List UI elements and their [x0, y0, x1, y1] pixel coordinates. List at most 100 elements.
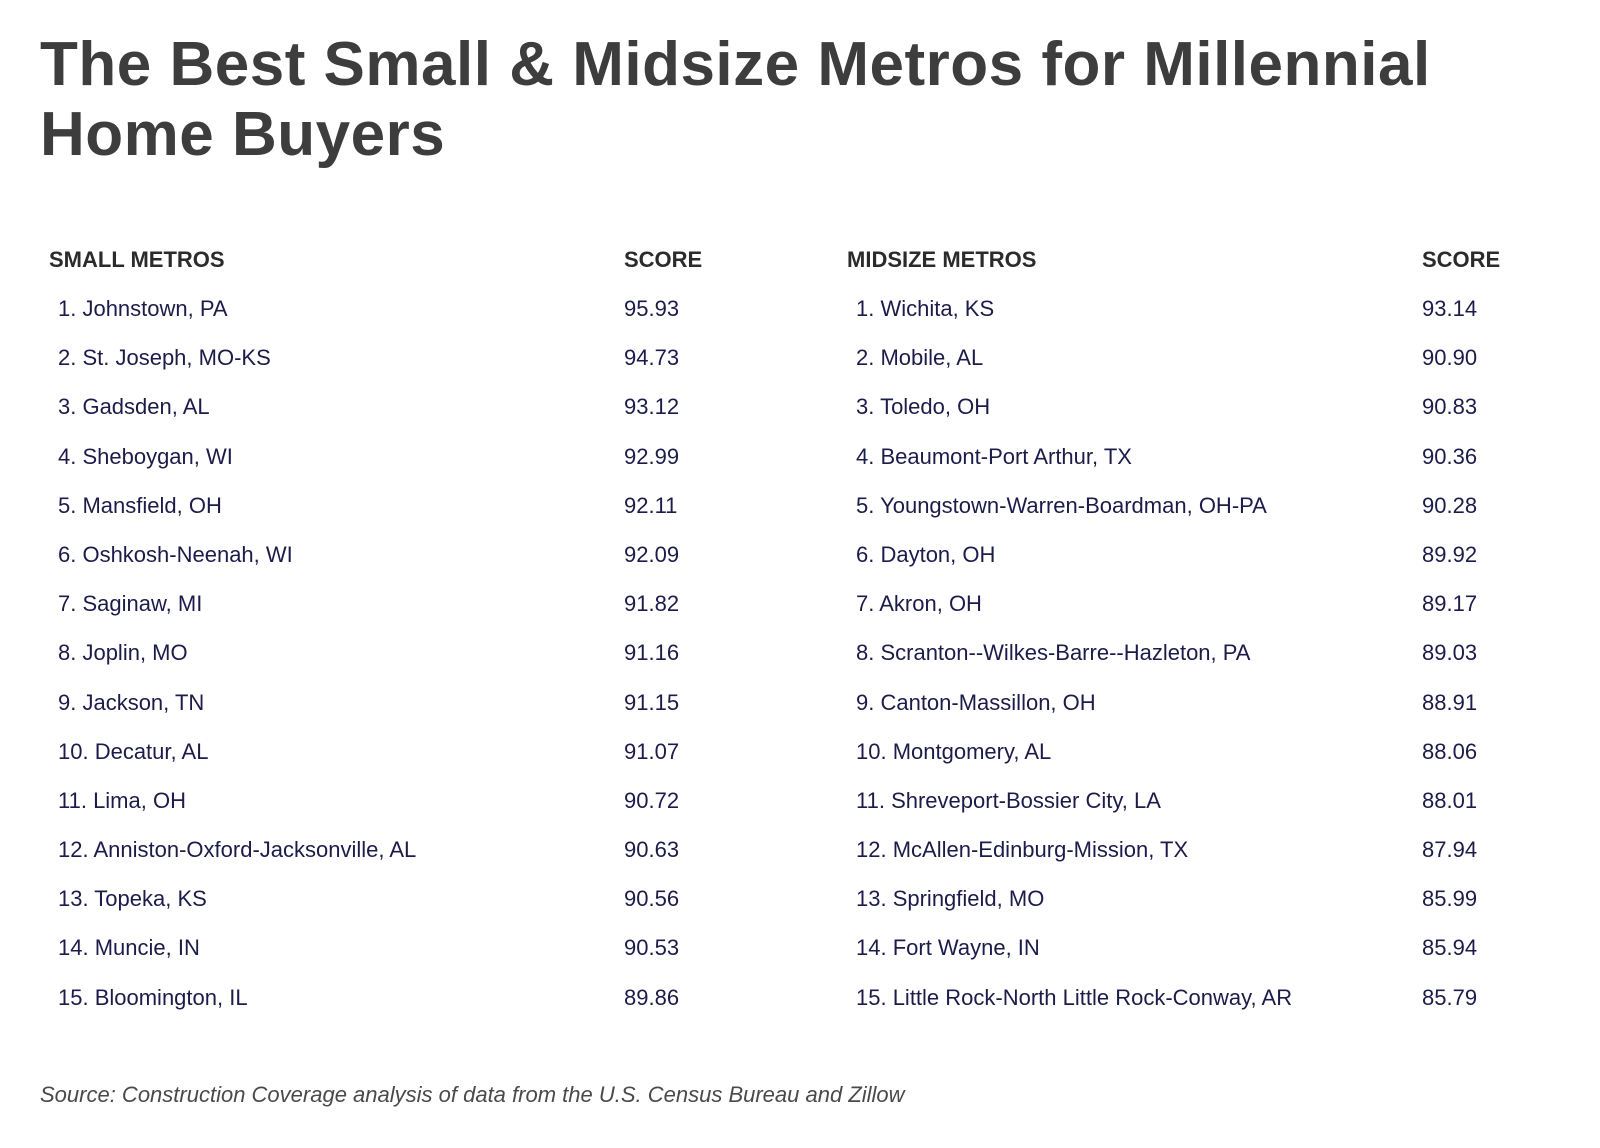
- table-row: 3. Toledo, OH 90.83: [847, 392, 1547, 441]
- metro-name: 2. Mobile, AL: [856, 345, 984, 371]
- table-row: 11. Lima, OH 90.72: [49, 786, 749, 835]
- metro-score: 88.06: [1422, 738, 1478, 764]
- table-row: 1. Johnstown, PA 95.93: [49, 294, 749, 343]
- metro-name: 4. Beaumont-Port Arthur, TX: [856, 443, 1132, 469]
- column-header-name: SMALL METROS: [49, 247, 225, 272]
- metro-name: 2. St. Joseph, MO-KS: [58, 345, 271, 371]
- metro-score: 90.28: [1422, 492, 1478, 518]
- metro-name: 14. Fort Wayne, IN: [856, 935, 1040, 961]
- metro-score: 92.99: [624, 443, 680, 469]
- metro-score: 90.90: [1422, 345, 1478, 371]
- small-metros-table: SMALL METROS SCORE 1. Johnstown, PA 95.93…: [49, 245, 749, 1032]
- table-row: 13. Topeka, KS 90.56: [49, 884, 749, 933]
- metro-name: 1. Wichita, KS: [856, 296, 995, 321]
- source-note: Source: Construction Coverage analysis o…: [40, 1082, 905, 1107]
- table-row: 15. Little Rock-North Little Rock-Conway…: [847, 983, 1547, 1032]
- metro-score: 95.93: [624, 296, 680, 321]
- metro-score: 90.53: [624, 935, 680, 961]
- table-row: 4. Beaumont-Port Arthur, TX 90.36: [847, 442, 1547, 491]
- metro-name: 8. Scranton--Wilkes-Barre--Hazleton, PA: [856, 640, 1251, 666]
- metro-name: 9. Canton-Massillon, OH: [856, 689, 1096, 715]
- metro-score: 90.83: [1422, 394, 1478, 420]
- metro-name: 13. Springfield, MO: [856, 886, 1045, 912]
- metro-name: 7. Akron, OH: [856, 591, 982, 617]
- metro-name: 15. Little Rock-North Little Rock-Conway…: [856, 984, 1293, 1010]
- metro-score: 90.36: [1422, 443, 1478, 469]
- metro-name: 11. Lima, OH: [58, 787, 186, 813]
- table-row: 2. Mobile, AL 90.90: [847, 343, 1547, 392]
- table-row: 5. Mansfield, OH 92.11: [49, 491, 749, 540]
- table-row: 13. Springfield, MO 85.99: [847, 884, 1547, 933]
- table-row: 10. Montgomery, AL 88.06: [847, 737, 1547, 786]
- metro-score: 89.92: [1422, 541, 1478, 567]
- table-row: 14. Muncie, IN 90.53: [49, 933, 749, 982]
- metro-name: 11. Shreveport-Bossier City, LA: [856, 787, 1161, 813]
- metro-name: 12. Anniston-Oxford-Jacksonville, AL: [58, 837, 417, 863]
- table-row: 12. Anniston-Oxford-Jacksonville, AL 90.6…: [49, 835, 749, 884]
- table-row: 11. Shreveport-Bossier City, LA 88.01: [847, 786, 1547, 835]
- column-header-score: SCORE: [624, 247, 703, 272]
- metro-name: 9. Jackson, TN: [58, 689, 205, 715]
- table-row: 7. Saginaw, MI 91.82: [49, 589, 749, 638]
- table-row: 8. Scranton--Wilkes-Barre--Hazleton, PA 8…: [847, 638, 1547, 687]
- metro-score: 89.03: [1422, 640, 1478, 666]
- metro-score: 90.56: [624, 886, 680, 912]
- table-row: 4. Sheboygan, WI 92.99: [49, 442, 749, 491]
- metro-score: 85.94: [1422, 935, 1478, 961]
- table-row: 5. Youngstown-Warren-Boardman, OH-PA 90.2…: [847, 491, 1547, 540]
- table-row: 14. Fort Wayne, IN 85.94: [847, 933, 1547, 982]
- metro-score: 94.73: [624, 345, 680, 371]
- small-metros-rows: 1. Johnstown, PA 95.93 2. St. Joseph, MO-K…: [49, 294, 749, 1032]
- metro-score: 87.94: [1422, 837, 1478, 863]
- table-header-row: SMALL METROS SCORE: [49, 245, 749, 275]
- metro-name: 10. Montgomery, AL: [856, 738, 1052, 764]
- table-row: 9. Canton-Massillon, OH 88.91: [847, 688, 1547, 737]
- metro-score: 91.16: [624, 640, 680, 666]
- metro-name: 4. Sheboygan, WI: [58, 443, 233, 469]
- metro-score: 92.09: [624, 541, 680, 567]
- metro-score: 91.07: [624, 738, 680, 764]
- metro-name: 6. Dayton, OH: [856, 541, 996, 567]
- metro-name: 13. Topeka, KS: [58, 886, 207, 912]
- metro-score: 90.72: [624, 787, 680, 813]
- metro-score: 91.15: [624, 689, 680, 715]
- column-header-score: SCORE: [1422, 247, 1501, 272]
- table-header-row: MIDSIZE METROS SCORE: [847, 245, 1547, 275]
- table-row: 3. Gadsden, AL 93.12: [49, 392, 749, 441]
- page-title: The Best Small & Midsize Metros for Mill…: [40, 30, 1431, 169]
- metro-score: 85.79: [1422, 984, 1478, 1010]
- table-row: 1. Wichita, KS 93.14: [847, 294, 1547, 343]
- metro-score: 85.99: [1422, 886, 1478, 912]
- metro-name: 7. Saginaw, MI: [58, 591, 203, 617]
- metro-score: 88.91: [1422, 689, 1478, 715]
- table-row: 15. Bloomington, IL 89.86: [49, 983, 749, 1032]
- metro-score: 89.17: [1422, 591, 1478, 617]
- midsize-metros-table: MIDSIZE METROS SCORE 1. Wichita, KS 93.14…: [847, 245, 1547, 1032]
- metro-score: 91.82: [624, 591, 680, 617]
- metro-score: 90.63: [624, 837, 680, 863]
- metro-name: 6. Oshkosh-Neenah, WI: [58, 541, 293, 567]
- metro-name: 8. Joplin, MO: [58, 640, 188, 666]
- metro-score: 93.14: [1422, 296, 1478, 321]
- metro-name: 14. Muncie, IN: [58, 935, 200, 961]
- table-row: 9. Jackson, TN 91.15: [49, 688, 749, 737]
- table-row: 2. St. Joseph, MO-KS 94.73: [49, 343, 749, 392]
- metro-name: 5. Youngstown-Warren-Boardman, OH-PA: [856, 492, 1267, 518]
- table-row: 6. Dayton, OH 89.92: [847, 540, 1547, 589]
- metro-score: 89.86: [624, 984, 680, 1010]
- metro-name: 3. Toledo, OH: [856, 394, 991, 420]
- metro-name: 10. Decatur, AL: [58, 738, 209, 764]
- table-row: 7. Akron, OH 89.17: [847, 589, 1547, 638]
- metro-name: 15. Bloomington, IL: [58, 984, 248, 1010]
- metro-name: 12. McAllen-Edinburg-Mission, TX: [856, 837, 1189, 863]
- table-row: 8. Joplin, MO 91.16: [49, 638, 749, 687]
- metro-score: 93.12: [624, 394, 680, 420]
- column-header-name: MIDSIZE METROS: [847, 247, 1037, 272]
- table-row: 10. Decatur, AL 91.07: [49, 737, 749, 786]
- metro-name: 5. Mansfield, OH: [58, 492, 222, 518]
- table-row: 6. Oshkosh-Neenah, WI 92.09: [49, 540, 749, 589]
- midsize-metros-rows: 1. Wichita, KS 93.14 2. Mobile, AL 90.90 3. …: [847, 294, 1547, 1032]
- metro-score: 92.11: [624, 492, 678, 518]
- metro-name: 1. Johnstown, PA: [58, 296, 228, 321]
